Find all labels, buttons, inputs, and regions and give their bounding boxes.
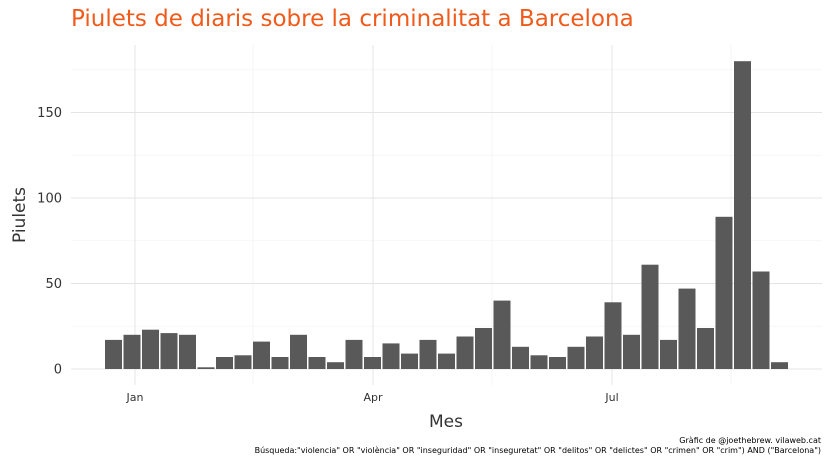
bar — [253, 341, 270, 369]
y-tick-label: 150 — [37, 106, 62, 121]
bar — [105, 339, 122, 369]
y-axis-label: Piulets — [10, 187, 30, 243]
bar — [123, 334, 141, 369]
caption-query: Búsqueda:"violencia" OR "violència" OR "… — [254, 446, 821, 455]
y-tick-label: 0 — [54, 363, 62, 378]
bar — [715, 216, 733, 369]
bar — [327, 362, 344, 369]
grid-lines — [71, 45, 822, 385]
bar — [475, 328, 492, 369]
bar — [549, 357, 566, 369]
bar — [493, 300, 511, 369]
bar — [364, 357, 381, 369]
bar — [234, 355, 252, 369]
x-tick-label: Jul — [604, 391, 618, 404]
bar — [456, 336, 474, 369]
chart-title: Piulets de diaris sobre la criminalitat … — [71, 6, 634, 32]
bar — [290, 334, 307, 369]
bar — [160, 333, 178, 369]
bar — [216, 357, 233, 369]
bar — [530, 355, 548, 369]
bar — [438, 353, 455, 369]
bar — [697, 328, 714, 369]
bar — [197, 367, 215, 369]
x-axis-label: Mes — [429, 412, 463, 432]
bar — [142, 329, 159, 369]
bar — [512, 346, 529, 369]
bar — [401, 353, 418, 369]
bar — [771, 362, 788, 369]
bar — [586, 336, 603, 369]
bar — [382, 343, 400, 369]
bars — [105, 61, 788, 369]
bar — [623, 334, 640, 369]
bar — [419, 339, 437, 369]
bar — [567, 346, 585, 369]
bar — [660, 339, 677, 369]
bar — [734, 61, 751, 369]
bar — [179, 334, 196, 369]
x-tick-label: Jan — [126, 391, 144, 404]
bar — [308, 357, 326, 369]
bar — [604, 302, 622, 369]
caption-credit: Gràfic de @joethebrew. vilaweb.cat — [679, 436, 821, 445]
bar — [345, 339, 363, 369]
bar — [641, 264, 659, 369]
y-axis-ticks: 0 50 100 150 — [37, 106, 62, 378]
bar — [271, 357, 289, 369]
y-tick-label: 50 — [45, 277, 62, 292]
bar — [678, 288, 696, 369]
bar — [752, 271, 770, 369]
x-axis-ticks: Jan Apr Jul — [126, 391, 619, 404]
y-tick-label: 100 — [37, 192, 62, 207]
x-tick-label: Apr — [363, 391, 383, 404]
